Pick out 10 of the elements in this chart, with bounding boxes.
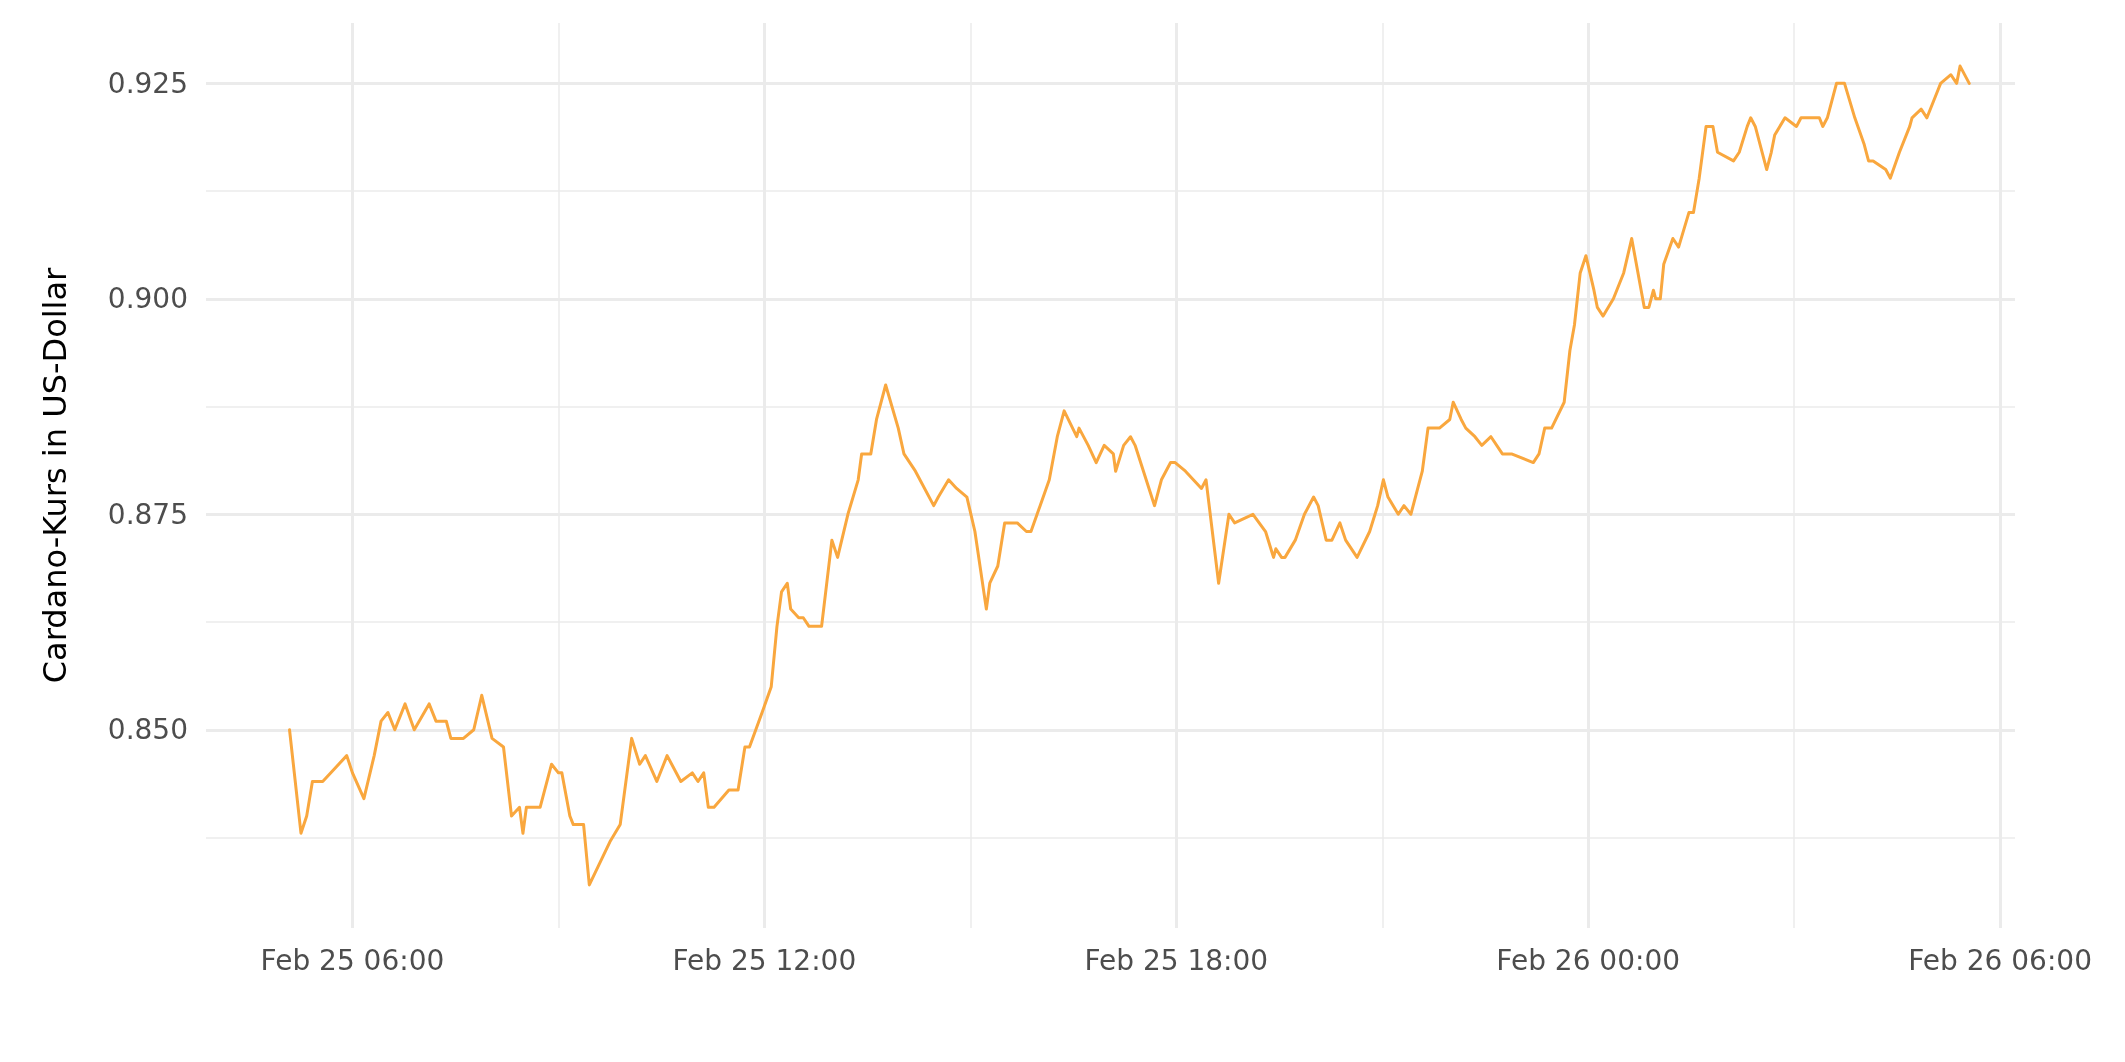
x-tick-label: Feb 26 06:00 (1908, 943, 2092, 977)
x-tick-label: Feb 25 12:00 (672, 943, 857, 977)
x-tick-label: Feb 25 18:00 (1084, 943, 1269, 977)
x-tick-label: Feb 25 06:00 (260, 943, 445, 977)
y-tick-label: 0.875 (107, 497, 188, 531)
x-tick-label: Feb 26 00:00 (1496, 943, 1681, 977)
y-tick-label: 0.900 (107, 282, 188, 316)
y-axis-title: Cardano-Kurs in US-Dollar (36, 266, 74, 684)
y-tick-label: 0.925 (107, 66, 188, 100)
y-tick-label: 0.850 (107, 713, 188, 747)
